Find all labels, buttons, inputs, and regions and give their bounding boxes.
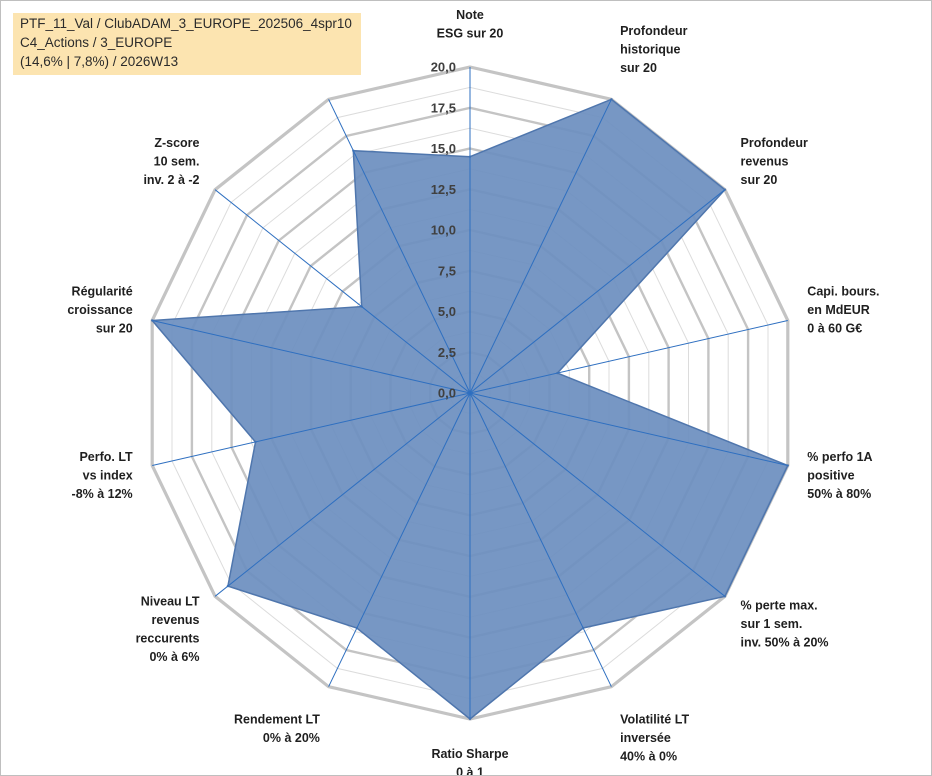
axis-spoke: [469, 189, 726, 394]
axis-spoke: [214, 392, 471, 597]
axis-spoke: [214, 189, 471, 394]
axis-label-line: sur 1 sem.: [741, 617, 803, 631]
axis-label-line: 0% à 6%: [149, 650, 199, 664]
axis-label: Profondeur historique sur 20: [620, 24, 687, 75]
axis-label-line: historique: [620, 42, 680, 56]
axis-label-line: ESG sur 20: [437, 27, 504, 41]
axis-label-line: Rendement LT: [234, 713, 320, 727]
axis-label-line: sur 20: [741, 173, 778, 187]
axis-label-line: 0% à 20%: [263, 731, 320, 745]
tick-label: 0,0: [438, 386, 456, 401]
axis-label: Note ESG sur 20: [437, 8, 504, 41]
tick-label: 20,0: [431, 60, 456, 75]
axis-label-line: % perfo 1A: [807, 450, 872, 464]
axis-label: Perfo. LT vs index -8% à 12%: [72, 450, 134, 501]
axis-label: Ratio Sharpe 0 à 1: [431, 747, 508, 775]
portfolio-category: C4_Actions / 3_EUROPE: [20, 35, 173, 50]
tick-label: 7,5: [438, 263, 456, 278]
axis-label-line: reccurents: [136, 632, 200, 646]
axis-label-line: en MdEUR: [807, 303, 870, 317]
axis-label: Régularité croissance sur 20: [67, 285, 132, 336]
axis-label-line: 0 à 60 G€: [807, 322, 862, 336]
axis-label-line: croissance: [67, 303, 132, 317]
tick-label: 15,0: [431, 141, 456, 156]
portfolio-period: (14,6% | 7,8%) / 2026W13: [20, 54, 179, 69]
axis-label: % perte max. sur 1 sem. inv. 50% à 20%: [741, 599, 829, 650]
axis-label-line: Profondeur: [741, 136, 808, 150]
portfolio-name: PTF_11_Val / ClubADAM_3_EUROPE_202506_4s…: [20, 16, 352, 31]
portfolio-info-box: PTF_11_Val / ClubADAM_3_EUROPE_202506_4s…: [13, 13, 361, 75]
tick-label: 5,0: [438, 304, 456, 319]
axis-label-line: revenus: [741, 155, 789, 169]
axis-label-line: inv. 50% à 20%: [741, 636, 829, 650]
axis-spoke: [152, 392, 471, 466]
radial-tick-labels: 0,0 2,5 5,0 7,5 10,0 12,5 15,0 17,5 20,0: [431, 60, 456, 401]
axis-label-line: Volatilité LT: [620, 713, 689, 727]
axis-label-line: Z-score: [154, 136, 199, 150]
axis-label-line: 50% à 80%: [807, 487, 871, 501]
tick-label: 12,5: [431, 182, 456, 197]
tick-label: 10,0: [431, 223, 456, 238]
axis-label: Niveau LT revenus reccurents 0% à 6%: [136, 595, 200, 665]
axis-label-line: Note: [456, 8, 484, 22]
axis-label-line: 10 sem.: [154, 155, 200, 169]
radar-spokes: [152, 67, 788, 719]
axis-label-line: Niveau LT: [141, 595, 200, 609]
axis-label-line: Ratio Sharpe: [431, 747, 508, 761]
axis-label-line: -8% à 12%: [72, 487, 133, 501]
axis-label: Capi. bours. en MdEUR 0 à 60 G€: [807, 285, 879, 336]
axis-spoke: [469, 392, 788, 466]
axis-label-line: sur 20: [620, 61, 657, 75]
axis-spoke: [328, 392, 471, 687]
axis-label-line: positive: [807, 468, 854, 482]
axis-label-line: 0 à 1: [456, 766, 484, 776]
axis-label-line: Profondeur: [620, 24, 687, 38]
axis-spoke: [328, 99, 471, 394]
axis-label-line: sur 20: [96, 322, 133, 336]
axis-label: Z-score 10 sem. inv. 2 à -2: [143, 136, 199, 187]
axis-spoke: [469, 392, 726, 597]
axis-label: Volatilité LT inversée 40% à 0%: [620, 713, 689, 764]
axis-spoke: [469, 320, 788, 394]
axis-spoke: [469, 392, 612, 687]
tick-label: 17,5: [431, 100, 456, 115]
axis-label-line: inv. 2 à -2: [143, 173, 199, 187]
axis-label: Profondeur revenus sur 20: [741, 136, 808, 187]
axis-label-line: Régularité: [72, 285, 133, 299]
axis-label-line: 40% à 0%: [620, 750, 677, 764]
axis-label: Rendement LT 0% à 20%: [234, 713, 320, 746]
axis-spoke: [152, 320, 471, 394]
axis-label: % perfo 1A positive 50% à 80%: [807, 450, 872, 501]
axis-label-line: revenus: [152, 613, 200, 627]
axis-label-line: Capi. bours.: [807, 285, 879, 299]
axis-label-line: vs index: [83, 468, 133, 482]
tick-label: 2,5: [438, 345, 456, 360]
axis-spoke: [469, 99, 612, 394]
axis-label-line: inversée: [620, 731, 671, 745]
axis-label-line: Perfo. LT: [79, 450, 133, 464]
axis-label-line: % perte max.: [741, 599, 818, 613]
